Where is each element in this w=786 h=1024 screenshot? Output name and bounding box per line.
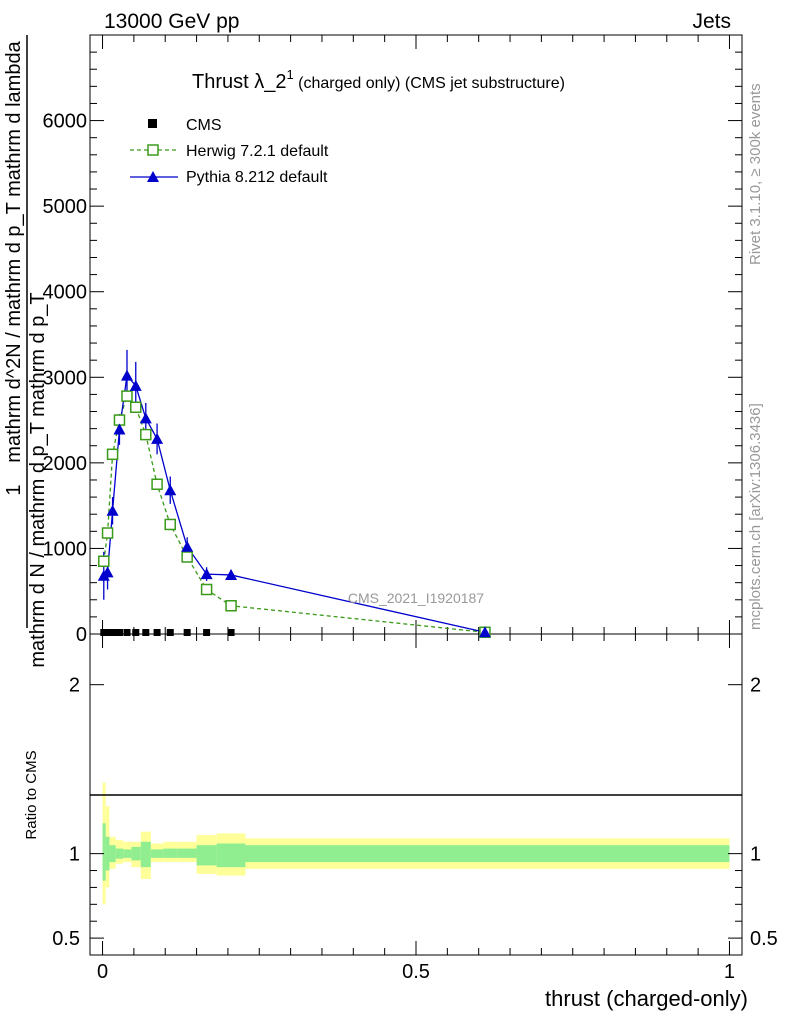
cms-point-9 [183, 629, 191, 636]
herwig-point-2 [106, 448, 119, 461]
pythia-point-5 [129, 379, 142, 391]
cms-point-4 [123, 629, 131, 636]
cms-point-5 [132, 629, 140, 636]
pythia-point-12 [478, 626, 491, 638]
series-layer [97, 349, 491, 639]
y-tick-label-3000: 3000 [43, 367, 88, 389]
ratio-band-green-8 [163, 848, 178, 858]
chart-title: Thrust λ_21 (charged only) (CMS jet subs… [192, 67, 565, 93]
main-axis-ticks [90, 34, 742, 635]
legend-marker-pythia [147, 171, 159, 182]
legend-label-herwig: Herwig 7.2.1 default [186, 143, 329, 160]
pythia-point-7 [151, 432, 164, 444]
ratio-bands [102, 782, 730, 905]
cms-point-1 [104, 629, 112, 636]
y-tick-label-1000: 1000 [43, 538, 88, 560]
cms-point-3 [115, 629, 123, 636]
chart-title-sup: 1 [286, 67, 293, 82]
legend-marker-herwig [147, 144, 159, 156]
analysis-watermark: CMS_2021_I1920187 [348, 590, 484, 606]
x-tick-label-1: 1 [724, 961, 735, 983]
ratio-band-green-9 [177, 848, 197, 858]
ratio-band-green-11 [216, 843, 246, 868]
x-tick-label-0.5: 0.5 [402, 961, 430, 983]
pythia-point-9 [181, 540, 194, 552]
legend: CMS Herwig 7.2.1 default Pythia 8.212 de… [130, 117, 329, 186]
herwig-point-5 [130, 401, 142, 413]
ratio-y-tick-label-left-1: 1 [69, 844, 80, 866]
pythia-point-8 [164, 484, 177, 496]
x-tick-labels: 0 0.5 1 [97, 961, 735, 983]
cms-point-0 [100, 629, 108, 636]
mcplots-label: mcplots.cern.ch [arXiv:1306.3436] [747, 403, 764, 630]
cms-point-8 [166, 629, 174, 636]
ratio-band-green-3 [115, 848, 124, 859]
y-axis-label-overlay: mathrm d^2N / mathrm d p_T mathrm d lamb… [3, 40, 25, 462]
x-axis-label: thrust (charged-only) [545, 986, 748, 1011]
cms-point-10 [203, 629, 211, 636]
ratio-band-green-12 [245, 845, 730, 863]
pythia-point-6 [139, 412, 152, 424]
pythia-point-10 [200, 568, 213, 580]
chart-title-sub: (charged only) (CMS jet substructure) [294, 75, 565, 92]
ratio-axis-ticks [90, 634, 742, 955]
pythia-point-3 [113, 423, 126, 435]
header-category-label: Jets [692, 10, 731, 33]
pythia-point-11 [225, 568, 238, 580]
header-collision-label: 13000 GeV pp [104, 10, 239, 33]
y-tick-label-2000: 2000 [43, 453, 88, 475]
cms-point-6 [142, 629, 150, 636]
legend-marker-cms [148, 119, 157, 128]
y-tick-label-4000: 4000 [43, 282, 88, 304]
herwig-point-1 [101, 527, 114, 539]
y-axis-label-numerator: 1 [3, 484, 25, 495]
herwig-point-10 [200, 583, 213, 596]
legend-label-cms: CMS [186, 117, 222, 134]
herwig-point-4 [121, 390, 133, 402]
ratio-band-green-0 [102, 823, 106, 881]
ratio-band-green-4 [123, 849, 132, 858]
y-tick-label-6000: 6000 [43, 111, 88, 133]
herwig-point-7 [151, 478, 163, 490]
herwig-point-9 [181, 551, 193, 563]
ratio-band-green-2 [109, 845, 116, 863]
herwig-point-6 [140, 428, 152, 441]
ratio-y-tick-label-right-1: 1 [750, 844, 761, 866]
rivet-version-label: Rivet 3.1.10, ≥ 300k events [747, 83, 764, 265]
pythia-point-1 [101, 566, 114, 578]
ratio-y-tick-labels: 0.5 0.5 1 1 2 2 [52, 675, 778, 950]
ratio-y-tick-label-right-2: 2 [750, 675, 761, 697]
ratio-y-tick-label-left-0.5: 0.5 [52, 928, 80, 950]
y-tick-label-5000: 5000 [43, 196, 88, 218]
herwig-point-0 [98, 555, 110, 568]
ratio-y-tick-label-left-2: 2 [69, 675, 80, 697]
cms-point-7 [153, 629, 161, 636]
ratio-y-axis-label: Ratio to CMS [23, 750, 40, 839]
y-tick-labels: 0 1000 2000 3000 4000 5000 6000 [43, 111, 88, 646]
ratio-band-green-10 [196, 845, 217, 866]
legend-label-pythia: Pythia 8.212 default [186, 169, 328, 186]
pythia-point-4 [120, 369, 133, 381]
x-tick-label-0: 0 [97, 961, 108, 983]
ratio-band-green-6 [140, 841, 151, 868]
herwig-point-11 [225, 600, 237, 612]
herwig-point-8 [164, 518, 176, 531]
ratio-y-tick-label-right-0.5: 0.5 [750, 928, 778, 950]
ratio-band-green-1 [105, 836, 110, 871]
cms-point-2 [109, 629, 117, 636]
ratio-band-green-5 [131, 846, 141, 861]
y-tick-label-0: 0 [76, 624, 87, 646]
y-axis-label-denominator: mathrm d N / mathrm d p_T mathrm d p_T [27, 292, 49, 667]
pythia-point-2 [106, 504, 119, 516]
y-axis-label: 1 mathrm d^2N / mathrm d p_T mathrm d la… [3, 35, 49, 668]
cms-point-11 [227, 629, 235, 636]
chart-title-main: Thrust λ_2 [192, 71, 286, 93]
ratio-band-green-7 [150, 849, 164, 858]
